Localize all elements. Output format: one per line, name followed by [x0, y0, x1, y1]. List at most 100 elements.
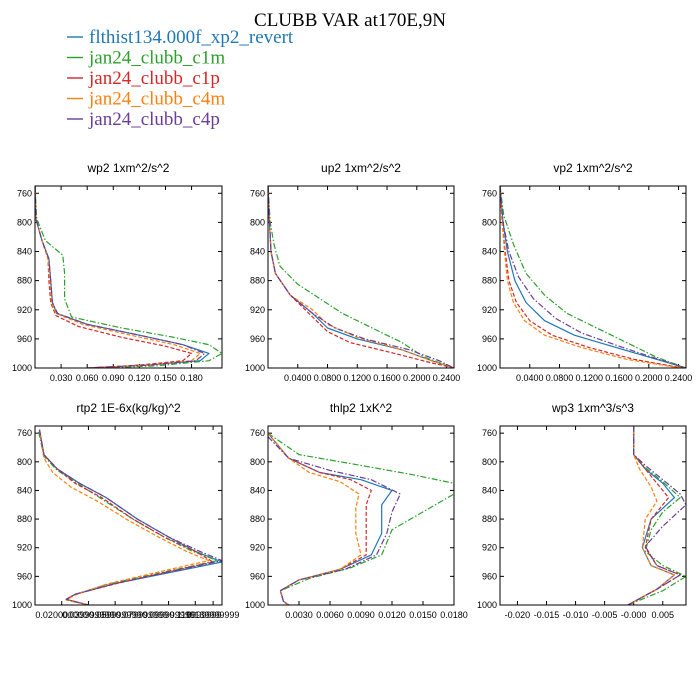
x-tick-label: 0.0060 [316, 610, 344, 620]
series-line-5 [500, 186, 686, 368]
series-line-1 [500, 186, 686, 368]
y-tick-label: 840 [482, 247, 497, 257]
y-tick-label: 840 [250, 247, 265, 257]
plot-frame [267, 425, 455, 606]
x-tick-label: 0.119999999 [169, 610, 221, 620]
y-tick-label: 1000 [245, 363, 265, 373]
series-line-2 [268, 432, 454, 605]
y-tick-label: 760 [250, 188, 265, 198]
x-tick-label: 0.060 [76, 373, 99, 383]
y-tick-label: 960 [250, 334, 265, 344]
plot-frame [34, 425, 223, 606]
x-tick-label: 0.039999999 [62, 610, 115, 620]
x-tick-label: 0.1600 [373, 373, 401, 383]
series-line-4 [627, 426, 676, 605]
y-tick-label: 760 [482, 188, 497, 198]
x-tick-label: 0.0400 [516, 373, 544, 383]
x-tick-label: 0.2400 [433, 373, 461, 383]
y-tick-label: 800 [250, 457, 265, 467]
legend-label: jan24_clubb_c1m [88, 48, 225, 69]
y-tick-label: 880 [250, 276, 265, 286]
x-tick-label: 0.1600 [605, 373, 633, 383]
legend-label: jan24_clubb_c4m [88, 89, 225, 110]
x-tick-label: 0.099999999 [142, 610, 195, 620]
panel-3: vp2 1xm^2/s^2 760 800 840 880 920 960 1000 0.040… [477, 161, 692, 383]
series-line-5 [627, 426, 686, 605]
x-tick-label: 0.020000000 [35, 610, 88, 620]
series-line-1 [627, 426, 676, 605]
panel-title: up2 1xm^2/s^2 [321, 161, 401, 175]
panels: wp2 1xm^2/s^2 760 800 840 880 920 960 1000 0.030… [12, 161, 692, 620]
panel-title: vp2 1xm^2/s^2 [553, 161, 633, 175]
x-tick-label: 0.0090 [347, 610, 375, 620]
series-line-2 [500, 186, 686, 368]
series-line-2 [268, 186, 454, 368]
y-tick-label: 1000 [245, 600, 265, 610]
series-line-2 [627, 426, 686, 605]
y-tick-label: 920 [482, 305, 497, 315]
series-line-5 [268, 186, 454, 368]
series-line-4 [268, 186, 454, 368]
y-tick-label: 1000 [12, 600, 32, 610]
legend-label: jan24_clubb_c1p [88, 68, 220, 89]
x-tick-label: 0.0800 [314, 373, 342, 383]
y-tick-label: 880 [250, 514, 265, 524]
series-line-5 [268, 436, 401, 605]
x-tick-label: 0.150 [154, 373, 177, 383]
y-tick-label: 760 [482, 428, 497, 438]
series-line-3 [38, 429, 214, 605]
x-tick-label: 0.079999999 [116, 610, 169, 620]
plot-frame [34, 185, 223, 369]
plot-frame [499, 425, 687, 606]
series-line-1 [35, 186, 210, 368]
y-tick-label: 920 [250, 305, 265, 315]
panel-title: wp2 1xm^2/s^2 [87, 161, 170, 175]
y-tick-label: 1000 [12, 363, 32, 373]
x-tick-label: 0.0400 [284, 373, 312, 383]
panel-title: rtp2 1E-6x(kg/kg)^2 [76, 401, 181, 415]
x-tick-label: 0.1200 [344, 373, 372, 383]
y-tick-label: 760 [250, 428, 265, 438]
y-tick-label: 800 [250, 217, 265, 227]
series-line-3 [627, 426, 681, 605]
y-tick-label: 880 [17, 276, 32, 286]
series-line-3 [35, 186, 193, 368]
x-tick-label: -0.010 [563, 610, 589, 620]
x-tick-label: 0.090 [102, 373, 125, 383]
y-tick-label: 920 [17, 543, 32, 553]
y-tick-label: 920 [250, 543, 265, 553]
y-tick-label: 800 [17, 457, 32, 467]
legend-item: jan24_clubb_c4m [67, 89, 225, 110]
y-tick-label: 960 [482, 334, 497, 344]
x-tick-label: -0.015 [534, 610, 560, 620]
figure-title: CLUBB VAR at170E,9N [254, 10, 446, 31]
panel-1: wp2 1xm^2/s^2 760 800 840 880 920 960 1000 0.030… [12, 161, 223, 383]
y-tick-label: 960 [17, 334, 32, 344]
x-tick-label: 0.0030 [285, 610, 313, 620]
x-tick-label: 0.180 [180, 373, 203, 383]
series-line-4 [35, 186, 201, 368]
y-tick-label: 960 [482, 571, 497, 581]
x-tick-label: 0.2000 [635, 373, 663, 383]
y-tick-label: 840 [482, 485, 497, 495]
legend-item: jan24_clubb_c1p [67, 68, 220, 89]
x-tick-label: -0.005 [592, 610, 618, 620]
legend-label: jan24_clubb_c4p [88, 109, 220, 130]
panel-title: wp3 1xm^3/s^3 [551, 401, 634, 415]
y-tick-label: 1000 [477, 363, 497, 373]
legend-label: flthist134.000f_xp2_revert [89, 27, 294, 48]
x-tick-label: 0.2000 [403, 373, 431, 383]
y-tick-label: 920 [482, 543, 497, 553]
y-tick-label: 800 [482, 457, 497, 467]
y-tick-label: 760 [17, 188, 32, 198]
y-tick-label: 840 [17, 485, 32, 495]
x-tick-label: 0.059999999 [89, 610, 142, 620]
legend: flthist134.000f_xp2_revertjan24_clubb_c1… [67, 27, 294, 130]
x-tick-label: 0.1200 [576, 373, 604, 383]
x-tick-label: -0.020 [505, 610, 531, 620]
x-tick-label: -0.000 [621, 610, 647, 620]
panel-2: up2 1xm^2/s^2 760 800 840 880 920 960 1000 0.040… [245, 161, 460, 383]
series-line-4 [268, 432, 362, 605]
series-line-4 [38, 429, 210, 605]
